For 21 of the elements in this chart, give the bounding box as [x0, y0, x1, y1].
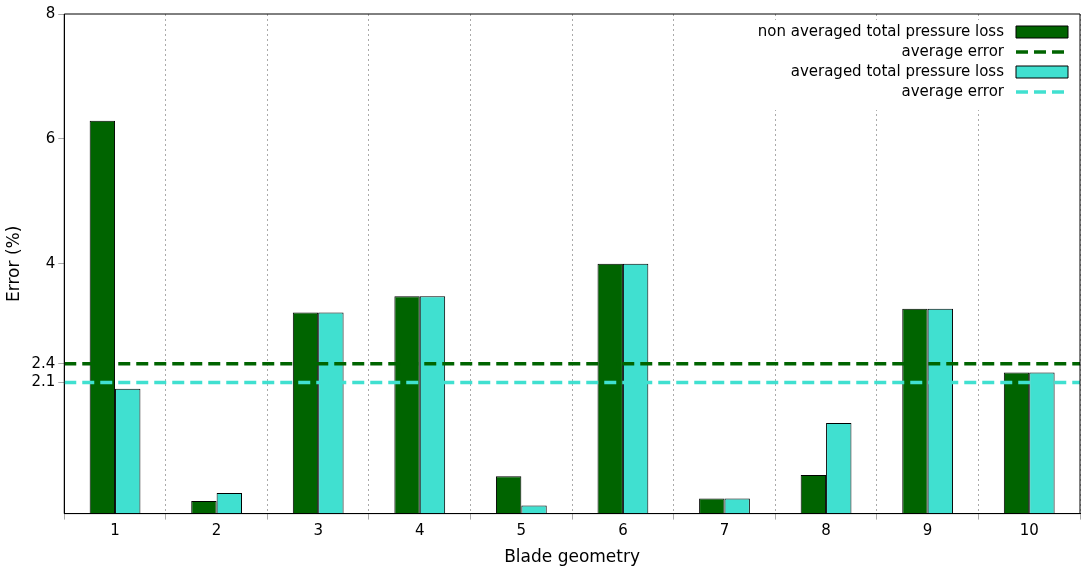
- x-tick-label: 6: [618, 521, 628, 540]
- x-axis-title: Blade geometry: [504, 546, 641, 567]
- legend-label: non averaged total pressure loss: [757, 21, 1005, 40]
- x-tick-label: 2: [211, 521, 222, 540]
- y-tick-label: 8: [45, 3, 56, 22]
- y-tick-label: 2.4: [31, 353, 56, 372]
- x-tick-label: 5: [516, 521, 527, 540]
- legend-label: average error: [901, 81, 1005, 100]
- legend-label: averaged total pressure loss: [790, 61, 1005, 80]
- x-tick-label: 9: [922, 521, 933, 540]
- x-tick-label: 8: [821, 521, 831, 540]
- x-tick-label: 3: [313, 521, 323, 540]
- x-tick-label: 10: [1019, 521, 1039, 540]
- y-tick-label: 6: [45, 128, 56, 147]
- x-tick-label: 1: [110, 521, 120, 540]
- y-axis-title: Error (%): [2, 225, 23, 302]
- y-tick-label: 2.1: [31, 372, 56, 391]
- y-tick-label: 4: [45, 253, 56, 272]
- legend-label: average error: [901, 41, 1005, 60]
- x-tick-label: 4: [414, 521, 425, 540]
- x-tick-label: 7: [719, 521, 730, 540]
